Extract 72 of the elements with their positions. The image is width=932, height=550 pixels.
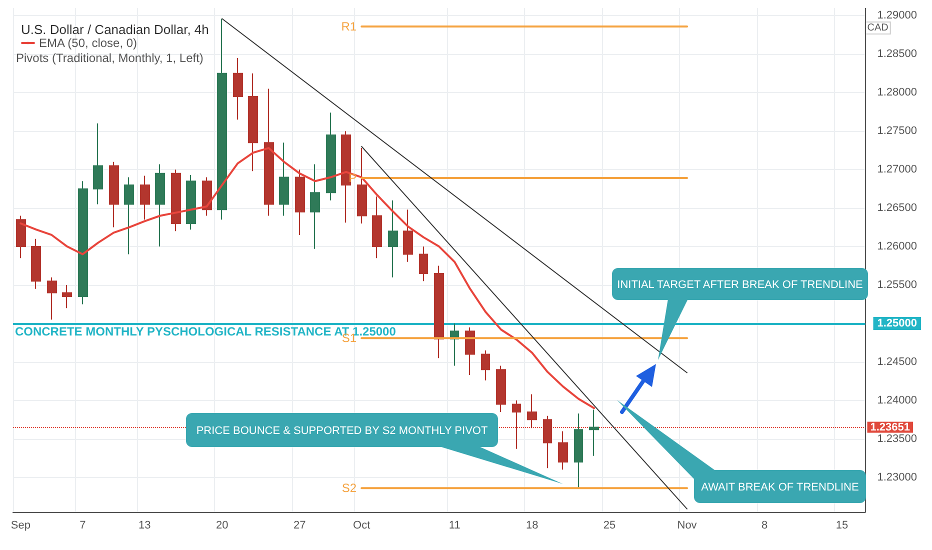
x-tick-label: 7 xyxy=(80,520,86,532)
candlestick xyxy=(434,265,444,359)
candlestick xyxy=(78,180,88,305)
y-tick-label: 1.28000 xyxy=(877,86,918,99)
candlestick xyxy=(47,276,57,320)
candlestick xyxy=(202,176,212,216)
text: U.S. Dollar / Canadian Dollar, 4h xyxy=(21,22,209,37)
x-tick-label: 18 xyxy=(526,520,538,532)
candlestick xyxy=(16,215,26,259)
y-tick-label: 1.24000 xyxy=(877,394,918,406)
x-tick-label: 8 xyxy=(761,520,768,532)
candlestick xyxy=(574,413,583,488)
annotation: Pivots (Traditional, Monthly, 1, Left) xyxy=(16,51,204,65)
y-tick-label: 1.25000 xyxy=(877,317,918,330)
series-label: R1 xyxy=(341,19,357,34)
candlestick xyxy=(109,161,119,228)
legend-label: EMA (50, close, 0) xyxy=(39,36,138,50)
candlestick xyxy=(589,409,599,456)
candlestick xyxy=(465,326,475,376)
x-tick-label: 13 xyxy=(138,520,151,532)
candlestick xyxy=(248,72,258,172)
candlestick xyxy=(481,350,490,381)
y-tick-label: 1.23500 xyxy=(877,432,918,445)
candlestick xyxy=(341,130,351,224)
candlestick xyxy=(543,415,552,469)
candlestick xyxy=(372,196,382,259)
y-tick-label: 1.26500 xyxy=(877,202,918,214)
candlestick xyxy=(233,58,243,120)
x-tick-label: 15 xyxy=(836,520,848,532)
annotation: AWAIT BREAK OF TRENDLINE xyxy=(701,482,859,494)
x-tick-label: Oct xyxy=(353,520,370,532)
candlestick xyxy=(93,122,103,205)
candlestick xyxy=(388,200,398,278)
x-tick-label: 27 xyxy=(294,520,306,532)
candlestick xyxy=(31,238,41,290)
y-tick-label: 1.28500 xyxy=(877,48,918,60)
y-tick-label: 1.27500 xyxy=(877,125,918,138)
candlestick xyxy=(279,142,289,216)
x-tick-label: 20 xyxy=(216,520,228,532)
y-tick-label: 1.25500 xyxy=(877,279,918,292)
y-axis-title: CAD xyxy=(867,22,888,34)
x-tick-label: Sep xyxy=(10,520,30,532)
y-tick-label: 1.26000 xyxy=(877,240,918,253)
candlestick xyxy=(496,365,506,412)
candlestick xyxy=(295,169,305,236)
candlestick xyxy=(310,164,320,250)
candlestick xyxy=(186,174,196,230)
y-tick-label: 1.24500 xyxy=(877,356,918,368)
candlestick xyxy=(264,88,274,216)
candlestick xyxy=(419,246,428,282)
x-tick-label: Nov xyxy=(677,520,698,532)
candlestick xyxy=(140,175,150,220)
annotation: INITIAL TARGET AFTER BREAK OF TRENDLINE xyxy=(617,279,863,291)
candlestick xyxy=(512,400,521,450)
annotation: PRICE BOUNCE & SUPPORTED BY S2 MONTHLY PIVOT xyxy=(196,425,488,437)
candlestick xyxy=(357,148,367,224)
candlestick xyxy=(558,430,568,470)
x-tick-label: 25 xyxy=(603,520,616,532)
candlestick xyxy=(527,394,537,429)
candlestick xyxy=(326,112,336,201)
candlestick xyxy=(124,176,134,255)
y-tick-label: 1.29000 xyxy=(877,10,918,22)
y-tick-label: 1.27000 xyxy=(877,164,918,176)
candlestick xyxy=(62,284,72,309)
y-tick-label: 1.23000 xyxy=(877,471,918,484)
candlestick xyxy=(403,209,413,262)
candlestick xyxy=(171,169,181,232)
candlestick xyxy=(155,164,165,248)
candlestick xyxy=(217,18,227,220)
x-tick-label: 11 xyxy=(448,520,460,532)
ref-line-label: 1.23651 xyxy=(870,421,910,434)
series-label: S2 xyxy=(342,481,357,496)
